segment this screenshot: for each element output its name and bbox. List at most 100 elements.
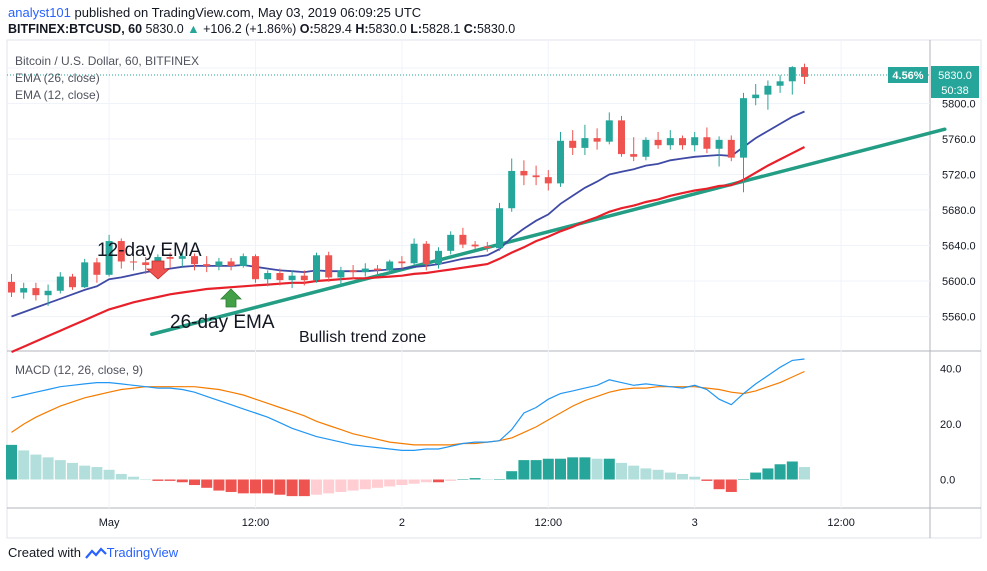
candle-body: [654, 139, 662, 146]
candle-body: [703, 137, 711, 149]
price-tick-label: 5640.0: [942, 241, 976, 253]
macd-histogram-bar: [176, 479, 188, 483]
candle-body: [776, 81, 784, 86]
ema12-line: [11, 110, 805, 318]
candle-body: [374, 268, 381, 271]
macd-histogram-bar: [91, 467, 103, 480]
macd-histogram-bar: [713, 479, 725, 490]
chart-frame: [6, 39, 982, 539]
high-value: 5830.0: [368, 22, 407, 36]
tradingview-brand[interactable]: TradingView: [106, 545, 179, 560]
macd-tick-label: 20.0: [940, 419, 961, 431]
macd-histogram-bar: [457, 479, 469, 480]
macd-histogram-bar: [664, 472, 676, 480]
candle-body: [300, 275, 308, 281]
candle-body: [788, 67, 796, 82]
last-price: 5830.0: [145, 22, 184, 36]
macd-histogram-bar: [128, 476, 139, 480]
ema12-annotation: 12-day EMA: [97, 240, 202, 261]
candle-body: [178, 256, 186, 259]
time-tick-label: May: [99, 517, 120, 529]
candle-body: [215, 261, 223, 266]
candle-body: [544, 177, 552, 184]
price-tick-label: 5560.0: [942, 312, 976, 324]
macd-histogram-bar: [359, 479, 371, 490]
macd-histogram-bar: [54, 460, 66, 480]
candle-body: [69, 276, 76, 288]
tradingview-logo-icon: [84, 547, 107, 559]
macd-histogram-bar: [555, 458, 566, 480]
time-tick-label: 12:00: [827, 517, 855, 529]
candle-body: [605, 120, 613, 142]
price-axis: 5560.0 5600.0 5640.0 5680.0 5720.0 5760.0 5800…: [942, 99, 976, 324]
trendline: [150, 127, 947, 336]
candle-body: [630, 154, 638, 157]
macd-histogram-bar: [750, 472, 762, 480]
legend-ema26: EMA (26, close): [15, 71, 100, 85]
up-arrow-icon: [220, 288, 242, 308]
price-tick-label: 5760.0: [942, 134, 976, 146]
macd-lines-layer: [11, 358, 805, 451]
author-link[interactable]: analyst101: [8, 5, 71, 20]
macd-histogram-bar: [237, 479, 249, 494]
candle-body: [679, 138, 686, 146]
candle-body: [203, 264, 211, 266]
candles-layer: [8, 63, 808, 306]
candle-body: [20, 288, 28, 293]
macd-histogram-bar: [579, 457, 591, 480]
candle-body: [483, 246, 491, 249]
macd-line: [11, 358, 805, 451]
candle-body: [56, 276, 64, 291]
macd-histogram-bar: [274, 479, 286, 495]
candle-body: [740, 98, 747, 158]
candle-body: [496, 208, 503, 249]
candle-body: [508, 170, 516, 209]
candle-body: [410, 243, 418, 264]
candle-body: [264, 273, 272, 280]
time-tick-label: 12:00: [535, 517, 563, 529]
macd-histogram-bar: [530, 460, 542, 480]
open-value: 5829.4: [313, 22, 352, 36]
up-arrow-icon: ▲: [187, 22, 200, 36]
macd-histogram-bar: [347, 479, 359, 491]
macd-axis: 0.0 20.0 40.0: [940, 364, 961, 487]
legend-title: Bitcoin / U.S. Dollar, 60, BITFINEX: [15, 54, 199, 68]
macd-histogram-bar: [152, 479, 164, 481]
macd-histogram-bar: [384, 479, 396, 487]
candle-body: [691, 137, 699, 146]
macd-histogram-bar: [79, 465, 91, 480]
macd-histogram-bar: [518, 460, 530, 480]
macd-histogram-bar: [762, 468, 774, 480]
macd-histogram-bar: [201, 479, 213, 488]
candle-body: [435, 250, 442, 265]
candle-body: [569, 140, 577, 148]
open-label: O:: [299, 22, 314, 36]
macd-histogram-bar: [628, 465, 640, 480]
macd-histogram-bar: [396, 479, 408, 486]
candle-body: [130, 261, 137, 263]
price-tick-label: 5800.0: [942, 99, 976, 111]
macd-histogram-bar: [567, 457, 579, 480]
candle-body: [398, 261, 406, 264]
candle-body: [471, 244, 479, 247]
candle-body: [447, 234, 455, 251]
candle-body: [386, 261, 394, 271]
low-label: L:: [410, 22, 423, 36]
macd-histogram-bar: [433, 479, 444, 483]
candle-body: [337, 270, 345, 278]
macd-histogram-bar: [689, 476, 701, 480]
candle-body: [642, 139, 650, 157]
macd-histogram-bar: [616, 462, 627, 480]
macd-histogram-bar: [115, 473, 127, 480]
macd-histogram-bar: [6, 444, 17, 480]
published-text: published on TradingView.com, May 03, 20…: [74, 5, 422, 20]
candle-body: [32, 288, 40, 296]
macd-histogram-bar: [286, 479, 298, 497]
macd-histogram-bar: [725, 479, 737, 492]
ema-layer: [11, 110, 805, 354]
low-value: 5828.1: [422, 22, 461, 36]
price-badge: [931, 66, 979, 98]
macd-histogram-bar: [298, 479, 310, 497]
macd-histogram-bar: [542, 458, 554, 480]
